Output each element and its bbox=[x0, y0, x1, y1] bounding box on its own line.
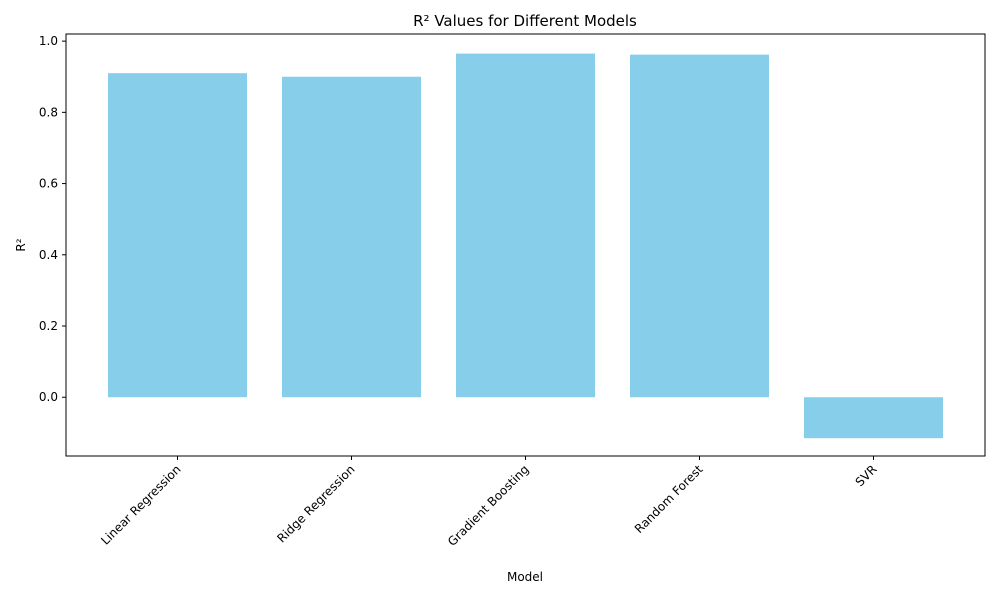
y-axis-label: R² bbox=[14, 238, 28, 251]
y-tick-label: 1.0 bbox=[39, 34, 58, 48]
bars-group bbox=[108, 53, 943, 439]
y-tick-label: 0.2 bbox=[39, 319, 58, 333]
x-axis-label: Model bbox=[507, 570, 543, 584]
x-axis-ticks: Linear Regression Ridge Regression Gradien… bbox=[98, 456, 880, 549]
y-axis-ticks: 0.0 0.2 0.4 0.6 0.8 1.0 bbox=[39, 34, 66, 404]
y-tick-label: 0.0 bbox=[39, 390, 58, 404]
y-tick-label: 0.6 bbox=[39, 177, 58, 191]
y-tick-label: 0.8 bbox=[39, 105, 58, 119]
x-tick-label-svr: SVR bbox=[853, 462, 880, 489]
bar-gradient-boosting bbox=[456, 53, 595, 398]
bar-svr bbox=[804, 397, 943, 439]
x-tick-label-gradient-boosting: Gradient Boosting bbox=[445, 462, 532, 549]
chart-title: R² Values for Different Models bbox=[413, 12, 637, 30]
bar-random-forest bbox=[630, 54, 769, 398]
x-tick-label-random-forest: Random Forest bbox=[632, 462, 706, 536]
bar-ridge-regression bbox=[282, 76, 421, 398]
x-tick-label-linear-regression: Linear Regression bbox=[98, 462, 183, 547]
y-tick-label: 0.4 bbox=[39, 248, 58, 262]
plot-frame bbox=[65, 33, 986, 457]
bar-linear-regression bbox=[108, 73, 247, 398]
x-tick-label-ridge-regression: Ridge Regression bbox=[274, 462, 357, 545]
